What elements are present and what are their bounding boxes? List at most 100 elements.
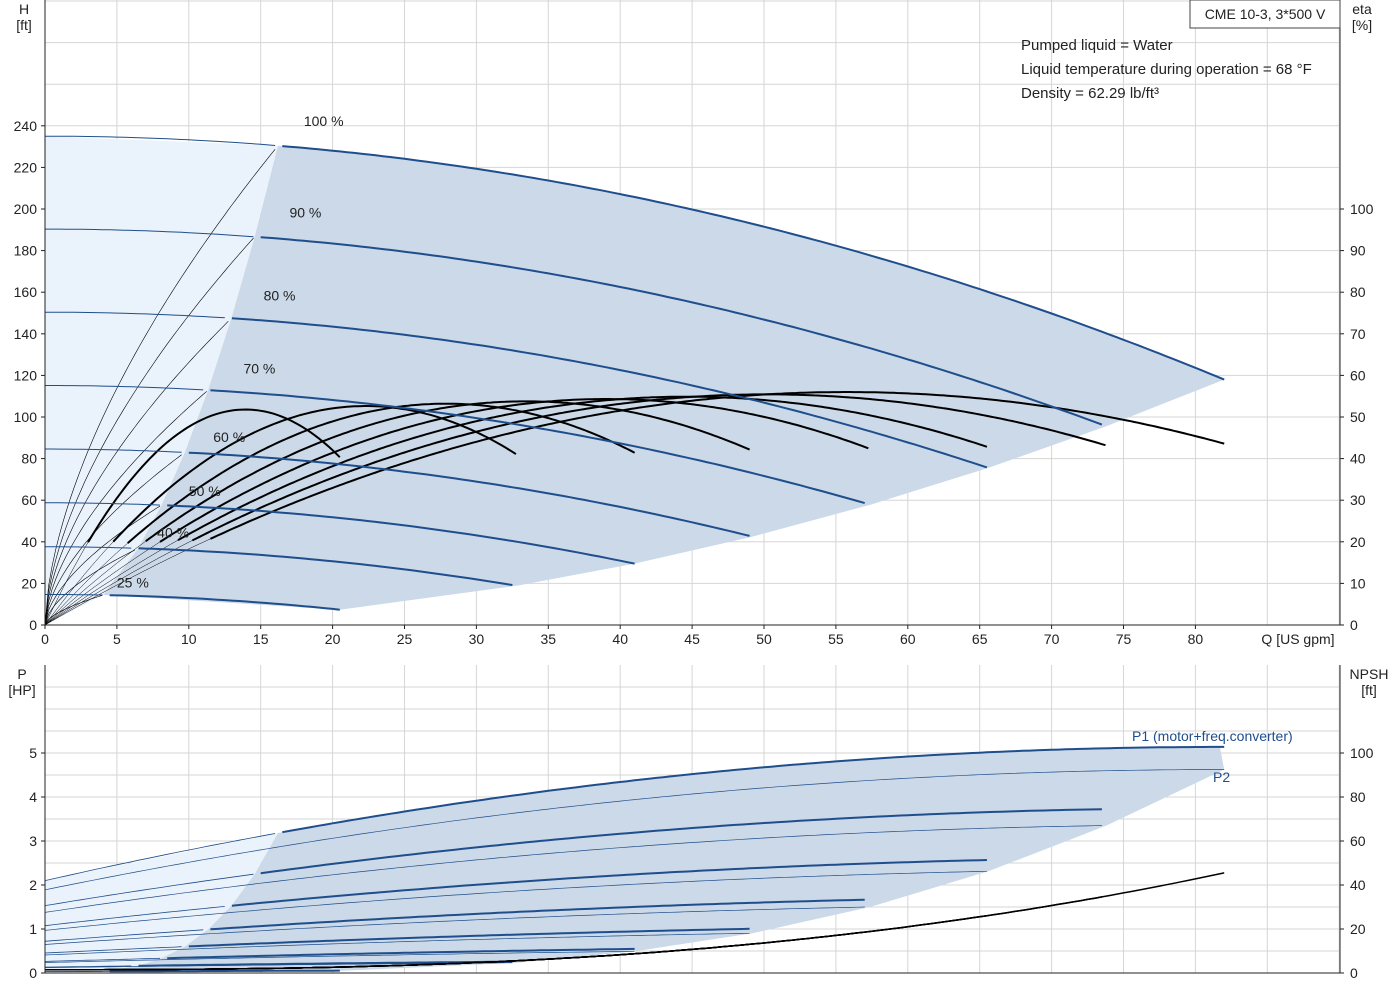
- p1-curve: [231, 859, 987, 907]
- y2-tick-label: 40: [1350, 451, 1366, 467]
- head-curve: [282, 145, 1225, 381]
- y2-tick-label: 100: [1350, 201, 1374, 217]
- p1-curve: [188, 927, 750, 948]
- p2-curve: [44, 962, 513, 969]
- p2-curve: [44, 906, 865, 945]
- p1-curve-thin: [44, 957, 161, 962]
- eta-curve: [112, 405, 517, 543]
- system-curve: [44, 505, 161, 626]
- system-curve: [44, 237, 254, 626]
- head-curve-thin: [45, 135, 276, 146]
- y2-tick-label: 100: [1350, 745, 1374, 761]
- y-tick-label: 60: [21, 492, 37, 508]
- x-tick-label: 30: [469, 631, 485, 647]
- x-tick-label: 50: [756, 631, 772, 647]
- speed-label: 100 %: [304, 113, 344, 129]
- title-box-text: CME 10-3, 3*500 V: [1205, 6, 1326, 22]
- eta-curve: [159, 398, 869, 543]
- x-tick-label: 15: [253, 631, 269, 647]
- eta-curve: [87, 408, 341, 543]
- system-curve: [44, 149, 276, 626]
- eta-curve: [127, 402, 636, 544]
- y-axis-label-h: H: [19, 1, 29, 17]
- y-axis-label-h-unit: [ft]: [16, 17, 32, 33]
- p1-curve: [210, 898, 865, 931]
- power-low-speed-region: [45, 833, 278, 973]
- x-tick-label: 35: [541, 631, 557, 647]
- operating-region: [103, 145, 1225, 610]
- y2-axis-label-eta-unit: [%]: [1352, 17, 1372, 33]
- x-tick-label: 75: [1116, 631, 1132, 647]
- p1-curve-thin: [44, 873, 254, 906]
- p2-curve: [44, 825, 1102, 913]
- p2-curve: [44, 932, 750, 956]
- series-label-p2: P2: [1213, 769, 1230, 785]
- p1-curve-thin: [44, 946, 182, 954]
- system-curve: [44, 454, 182, 626]
- info-line-3: Density = 62.29 lb/ft³: [1021, 85, 1159, 102]
- p1-curve: [167, 947, 635, 960]
- series-label-p1: P1 (motor+freq.converter): [1132, 728, 1293, 744]
- y2-tick-label: 90: [1350, 243, 1366, 259]
- y2-tick-label: 50: [1350, 409, 1366, 425]
- speed-label: 25 %: [117, 575, 149, 591]
- p1-curve-thin: [44, 965, 132, 968]
- head-efficiency-chart: 100 % 90 % 80 % 70 % 60 % 50 % 40 % 25 % 0 5 10 15 2…: [14, 0, 1374, 647]
- speed-label: 80 %: [264, 288, 296, 304]
- y2-tick-label: 0: [1350, 965, 1358, 981]
- p2-curve: [44, 870, 987, 931]
- p2-curve: [45, 970, 340, 973]
- y-tick-label: 220: [14, 159, 38, 175]
- x-tick-label: 25: [397, 631, 413, 647]
- y-tick-label: 240: [14, 118, 38, 134]
- x-axis-label: Q [US gpm]: [1261, 631, 1334, 647]
- y2-tick-label: 70: [1350, 326, 1366, 342]
- system-curve: [44, 391, 207, 626]
- eta-curve: [177, 395, 988, 541]
- head-curve: [231, 317, 988, 469]
- y-tick-label: 5: [29, 745, 37, 761]
- x-tick-label: 80: [1188, 631, 1204, 647]
- info-line-2: Liquid temperature during operation = 68…: [1021, 61, 1312, 78]
- head-curve: [188, 451, 750, 537]
- head-curve: [210, 389, 865, 505]
- x-tick-label: 60: [900, 631, 916, 647]
- y-tick-label: 120: [14, 367, 38, 383]
- x-tick-label: 65: [972, 631, 988, 647]
- x-tick-label: 40: [612, 631, 628, 647]
- y-tick-label: 1: [29, 921, 37, 937]
- system-curve: [44, 549, 136, 626]
- y-axis-label-p: P: [17, 666, 26, 682]
- p1-curve-thin: [44, 906, 225, 927]
- y2-axis-label-eta: eta: [1352, 1, 1372, 17]
- speed-label: 90 %: [289, 204, 321, 220]
- p1-curve-thin: [44, 833, 276, 881]
- title-box: [1189, 0, 1341, 29]
- p2-curve: [44, 769, 1225, 891]
- y-tick-label: 160: [14, 284, 38, 300]
- x-tick-label: 0: [41, 631, 49, 647]
- x-tick-label: 10: [181, 631, 197, 647]
- y2-tick-label: 30: [1350, 492, 1366, 508]
- eta-curve: [145, 400, 750, 543]
- y2-axis-label-npsh: NPSH: [1350, 666, 1389, 682]
- y2-tick-label: 60: [1350, 833, 1366, 849]
- y2-tick-label: 40: [1350, 877, 1366, 893]
- head-curve: [138, 547, 513, 586]
- y2-tick-label: 0: [1350, 617, 1358, 633]
- p1-curve: [260, 808, 1102, 875]
- speed-label: 70 %: [243, 360, 275, 376]
- p2-curve: [44, 950, 635, 963]
- speed-label: 40 %: [157, 525, 189, 541]
- speed-label: 60 %: [213, 429, 245, 445]
- x-tick-label: 20: [325, 631, 341, 647]
- power-npsh-chart: 0 1 2 3 4 5 0 20 40 60 80 100: [29, 665, 1374, 981]
- x-tick-label: 55: [828, 631, 844, 647]
- info-line-1: Pumped liquid = Water: [1021, 37, 1173, 54]
- p1-curve: [282, 745, 1225, 834]
- y-tick-label: 2: [29, 877, 37, 893]
- y-axis-label-p-unit: [HP]: [8, 682, 35, 698]
- power-operating-region: [103, 746, 1225, 972]
- y2-tick-label: 80: [1350, 789, 1366, 805]
